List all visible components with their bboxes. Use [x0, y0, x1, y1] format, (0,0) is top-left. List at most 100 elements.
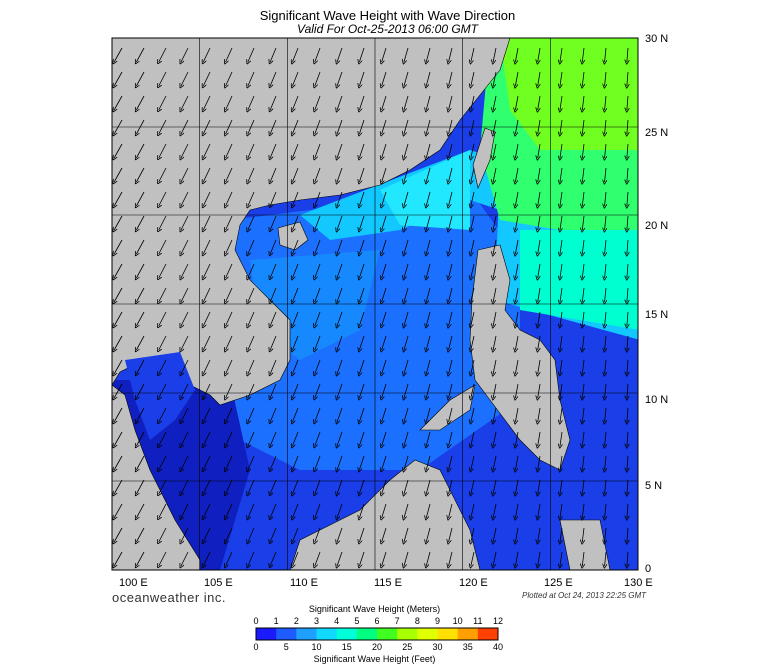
wave-arrow: [471, 479, 475, 494]
wave-arrow: [159, 143, 167, 158]
wave-arrow: [181, 383, 189, 398]
wave-arrow: [270, 527, 277, 542]
wave-arrow: [337, 335, 343, 350]
wave-arrow: [404, 455, 409, 470]
wave-arrow: [226, 263, 233, 278]
wave-arrow: [315, 359, 321, 374]
wave-arrow: [359, 239, 365, 254]
wave-arrow: [315, 455, 321, 470]
wave-arrow: [248, 239, 255, 254]
wave-arrow: [315, 263, 321, 278]
wave-arrow: [337, 431, 343, 446]
wave-arrow: [515, 407, 519, 422]
wave-arrow: [136, 383, 145, 398]
wave-arrow: [292, 311, 299, 326]
wave-arrow: [515, 479, 519, 494]
wave-arrow: [248, 503, 255, 518]
wave-arrow: [582, 431, 584, 446]
wave-arrow: [404, 359, 409, 374]
wave-arrow: [337, 95, 343, 110]
lat-label: 20 N: [645, 220, 668, 232]
wave-arrow: [538, 215, 540, 230]
wave-arrow: [315, 551, 321, 566]
wave-arrow: [627, 191, 628, 206]
wave-arrow: [114, 287, 123, 302]
wave-arrow: [582, 143, 584, 158]
wave-arrow: [605, 143, 606, 158]
wave-arrow: [337, 383, 343, 398]
wave-arrow: [292, 167, 299, 182]
wave-arrow: [382, 215, 387, 230]
wave-arrow: [226, 167, 233, 182]
wave-arrow: [560, 407, 562, 422]
colorbar-tick-feet: 10: [311, 642, 322, 652]
wave-arrow: [538, 407, 540, 422]
lat-label: 10 N: [645, 394, 668, 406]
wave-arrow: [449, 263, 453, 278]
land-hainan: [277, 221, 309, 251]
wave-arrow: [382, 455, 387, 470]
wave-arrow: [471, 503, 475, 518]
wave-arrow: [515, 527, 519, 542]
wave-arrow: [426, 263, 431, 278]
wave-arrow: [270, 479, 277, 494]
wave-arrow: [136, 479, 145, 494]
wave-arrow: [515, 431, 519, 446]
wave-arrow: [493, 71, 497, 86]
wave-arrow: [493, 143, 497, 158]
wave-arrow: [560, 47, 562, 62]
wave-arrow: [515, 455, 519, 470]
wave-arrow: [449, 551, 453, 566]
wave-arrow: [426, 47, 431, 62]
wave-arrow: [136, 167, 145, 182]
wave-arrow: [248, 431, 255, 446]
wave-arrow: [404, 479, 409, 494]
wave-arrow: [181, 239, 189, 254]
wave-arrow: [582, 287, 584, 302]
wave-arrow: [404, 287, 409, 302]
wave-arrow: [493, 479, 497, 494]
wave-arrow: [404, 95, 409, 110]
wave-arrow: [203, 47, 211, 62]
wave-arrow: [315, 335, 321, 350]
wave-arrow: [627, 431, 628, 446]
wave-arrow: [226, 191, 233, 206]
wave-arrow: [337, 215, 343, 230]
wave-arrow: [136, 527, 145, 542]
wave-arrow: [404, 239, 409, 254]
wave-arrow: [203, 143, 211, 158]
wave-arrow: [582, 359, 584, 374]
wave-arrow: [515, 239, 519, 254]
wave-arrow: [203, 263, 211, 278]
wave-arrow: [404, 311, 409, 326]
wave-arrow: [560, 359, 562, 374]
lon-label: 100 E: [119, 577, 148, 589]
wave-arrow: [114, 95, 123, 110]
wave-arrow: [203, 239, 211, 254]
wave-arrow: [248, 47, 255, 62]
colorbar-swatch: [336, 628, 358, 640]
wave-arrow: [248, 311, 255, 326]
wave-arrow: [382, 143, 387, 158]
lat-label: 30 N: [645, 33, 668, 45]
wave-arrow: [449, 335, 453, 350]
wave-arrow: [493, 527, 497, 542]
wave-arrow: [605, 71, 606, 86]
wave-arrow: [560, 479, 562, 494]
wave-arrow: [382, 407, 387, 422]
wave-arrow: [582, 167, 584, 182]
wave-arrow: [493, 359, 497, 374]
wave-arrow: [449, 167, 453, 182]
wave-arrow: [315, 311, 321, 326]
wave-arrow: [292, 335, 299, 350]
wave-arrow: [315, 431, 321, 446]
wave-arrow: [538, 287, 540, 302]
wave-arrow: [136, 311, 145, 326]
wave-arrow: [359, 215, 365, 230]
wave-arrow: [136, 95, 145, 110]
wave-arrow: [560, 239, 562, 254]
wave-arrow: [203, 335, 211, 350]
wave-arrow: [449, 143, 453, 158]
wave-arrow: [538, 95, 540, 110]
wave-arrow: [248, 479, 255, 494]
